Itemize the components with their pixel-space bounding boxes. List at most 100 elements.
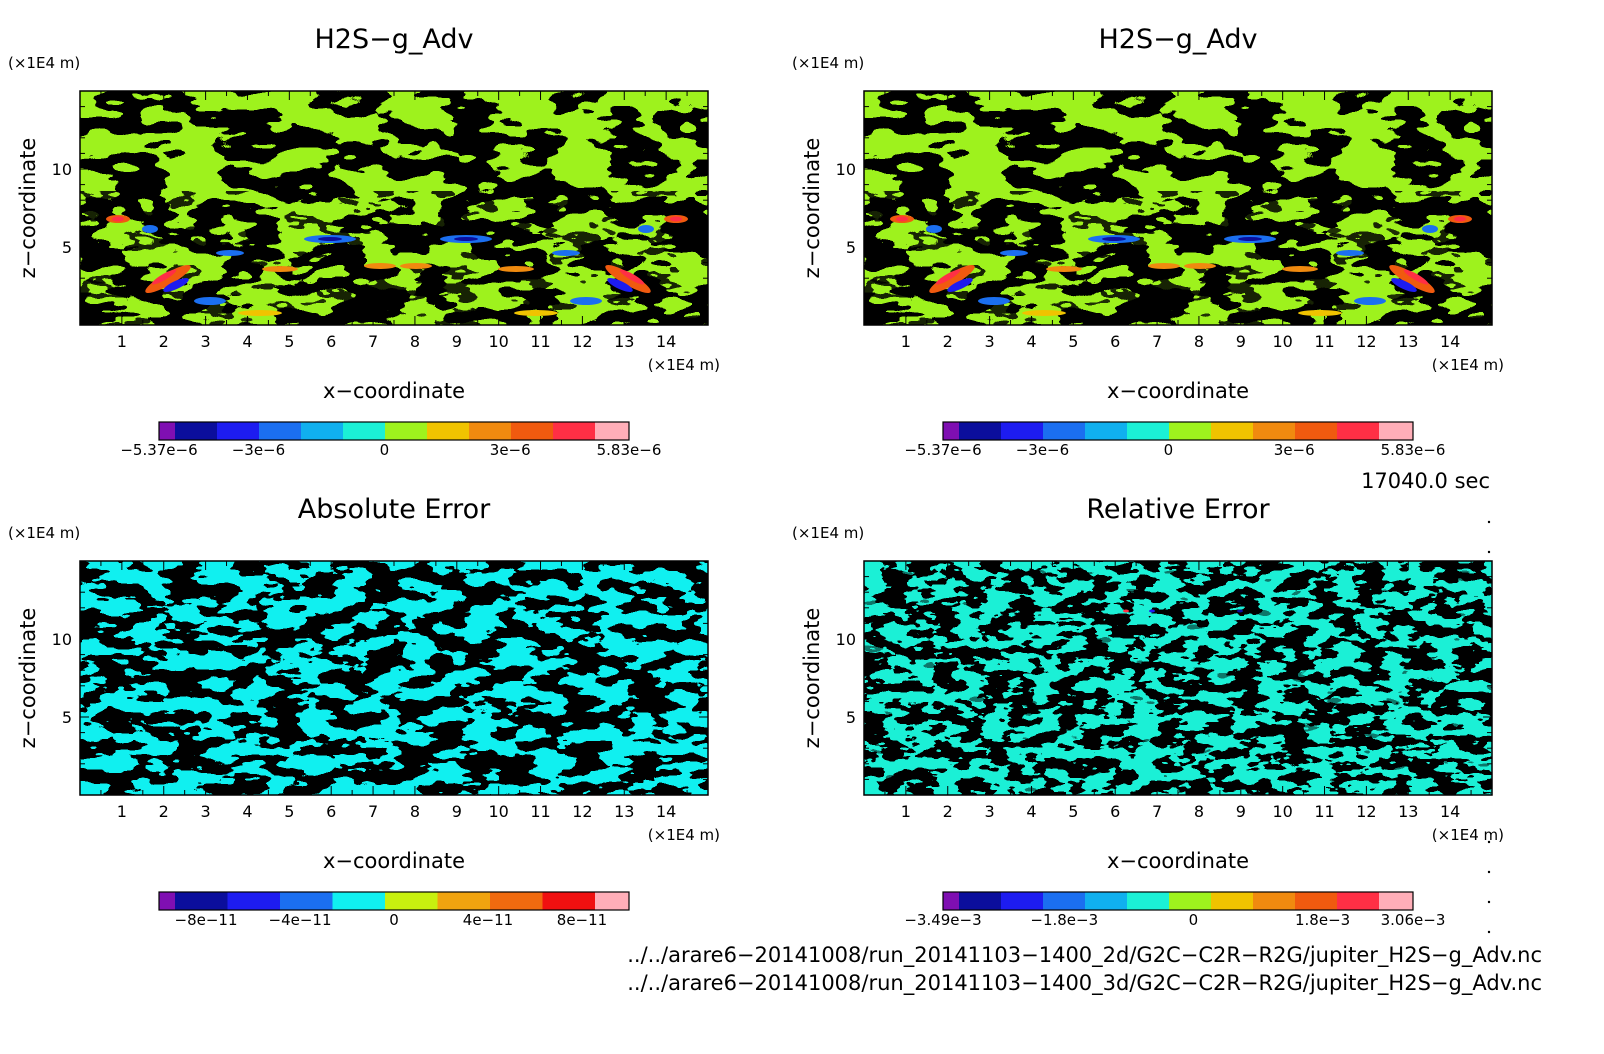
x-tick-label: 3: [985, 802, 995, 821]
x-axis-unit: (×1E4 m): [648, 826, 720, 844]
colorbar-swatch: [1211, 422, 1254, 440]
x-tick-label: 6: [1110, 802, 1120, 821]
colorbar: −3.49e−3 −1.8e−3 0 1.8e−3 3.06e−3: [904, 891, 1445, 929]
contour-patch: [1148, 263, 1180, 269]
field-level-pos: [80, 561, 708, 795]
contour-patch: [262, 266, 298, 272]
contour-patch: [638, 225, 654, 233]
y-axis-label: z−coordinate: [800, 608, 824, 749]
colorbar-swatch: [175, 892, 228, 910]
colorbar-tick-label: 0: [389, 911, 399, 929]
colorbar-swatch: [301, 422, 344, 440]
colorbar-tick-label: −3.49e−3: [904, 911, 981, 929]
chart-title: H2S−g_Adv: [1099, 24, 1258, 55]
chart-panel-3: Absolute Error(×1E4 m)1 2 3 4 5 6 7 8 9 10 11 12 13 1…: [8, 494, 720, 929]
colorbar-swatch: [385, 422, 428, 440]
x-axis-label: x−coordinate: [323, 849, 465, 873]
y-tick-label: 10: [52, 630, 72, 649]
y-tick-label: 10: [836, 160, 856, 179]
x-tick-label: 13: [1398, 332, 1418, 351]
contour-patch: [929, 265, 975, 293]
colorbar-swatch: [259, 422, 302, 440]
contour-patch: [514, 310, 558, 316]
x-tick-label: 11: [530, 332, 550, 351]
contour-patch: [400, 263, 432, 269]
colorbar-frame: [158, 891, 630, 911]
colorbar-frame: [942, 891, 1414, 911]
colorbar-tick-label: 3e−6: [490, 441, 531, 459]
x-tick-label: 12: [572, 332, 592, 351]
colorbar-swatch: [1379, 422, 1414, 440]
colorbar-swatch: [1211, 892, 1254, 910]
colorbar-swatch: [332, 892, 386, 910]
y-axis-unit: (×1E4 m): [8, 54, 80, 72]
x-tick-label: 1: [901, 802, 911, 821]
colorbar-swatch: [159, 422, 176, 440]
x-tick-label: 1: [117, 332, 127, 351]
x-tick-label: 4: [242, 332, 252, 351]
field-level-neg: [864, 561, 1492, 795]
x-tick-label: 10: [1272, 802, 1292, 821]
x-axis-label: x−coordinate: [323, 379, 465, 403]
x-tick-label: 7: [368, 802, 378, 821]
colorbar-swatch: [959, 892, 1002, 910]
colorbar-swatch: [343, 422, 386, 440]
x-tick-label: 9: [452, 802, 462, 821]
x-tick-label: 11: [530, 802, 550, 821]
colorbar-swatch: [943, 892, 960, 910]
x-tick-label: 13: [1398, 802, 1418, 821]
colorbar-swatch: [595, 892, 630, 910]
chart-title: H2S−g_Adv: [315, 24, 474, 55]
y-axis-unit: (×1E4 m): [792, 524, 864, 542]
colorbar-swatch: [1085, 422, 1128, 440]
colorbar-swatch: [1043, 892, 1086, 910]
x-tick-label: 5: [284, 802, 294, 821]
colorbar-swatch: [217, 422, 260, 440]
x-tick-label: 8: [410, 802, 420, 821]
x-tick-label: 5: [284, 332, 294, 351]
colorbar-swatch: [1295, 892, 1338, 910]
x-tick-label: 8: [1194, 802, 1204, 821]
marker-dot: [1487, 520, 1491, 524]
contour-patch: [1046, 266, 1082, 272]
contour-patch: [570, 297, 602, 305]
colorbar-swatch: [1127, 892, 1170, 910]
colorbar: −5.37e−6 −3e−6 0 3e−6 5.83e−6: [120, 421, 661, 459]
colorbar-swatch: [280, 892, 333, 910]
colorbar-swatch: [1337, 892, 1380, 910]
chart-panel-1: H2S−g_Adv(×1E4 m)1 2 3 4 5 6 7 8 9 10 11 12 13 14510(…: [8, 24, 720, 459]
x-tick-label: 1: [901, 332, 911, 351]
x-tick-label: 2: [159, 332, 169, 351]
contour-patch: [1000, 250, 1028, 256]
colorbar-swatch: [159, 892, 176, 910]
x-tick-label: 10: [488, 332, 508, 351]
x-tick-label: 13: [614, 332, 634, 351]
x-tick-label: 8: [1194, 332, 1204, 351]
colorbar-swatch: [1169, 892, 1212, 910]
colorbar-tick-label: −1.8e−3: [1030, 911, 1098, 929]
colorbar-swatch: [1253, 892, 1296, 910]
x-tick-label: 9: [452, 332, 462, 351]
y-tick-label: 5: [62, 708, 72, 727]
contour-patch: [1336, 250, 1364, 256]
contour-patch: [112, 216, 124, 222]
colorbar-swatch: [227, 892, 281, 910]
y-tick-label: 10: [836, 630, 856, 649]
x-tick-label: 11: [1314, 332, 1334, 351]
colorbar-frame: [942, 421, 1414, 441]
colorbar-swatch: [542, 892, 596, 910]
colorbar: −5.37e−6 −3e−6 0 3e−6 5.83e−6: [904, 421, 1445, 459]
contour-patch: [926, 225, 942, 233]
colorbar-tick-label: 4e−11: [463, 911, 513, 929]
x-tick-label: 10: [488, 802, 508, 821]
x-tick-label: 4: [1026, 802, 1036, 821]
y-axis-label: z−coordinate: [16, 138, 40, 279]
chart-title: Absolute Error: [298, 494, 491, 525]
contour-patch: [552, 250, 580, 256]
x-tick-label: 7: [1152, 332, 1162, 351]
x-tick-label: 11: [1314, 802, 1334, 821]
marker-dot: [1487, 840, 1491, 844]
colorbar-swatch: [553, 422, 596, 440]
x-tick-label: 7: [368, 332, 378, 351]
